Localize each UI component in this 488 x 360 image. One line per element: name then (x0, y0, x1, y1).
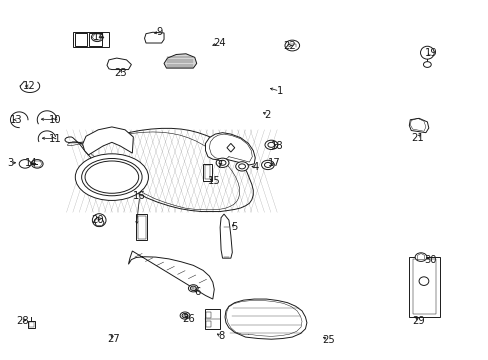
Text: 17: 17 (268, 158, 281, 168)
Text: 28: 28 (16, 316, 29, 325)
Polygon shape (82, 127, 133, 155)
Text: 19: 19 (424, 48, 436, 58)
Ellipse shape (19, 159, 31, 168)
Bar (203, 163, 211, 181)
Bar (136, 215, 147, 240)
Bar (73, 32, 109, 47)
Bar (206, 312, 211, 319)
Ellipse shape (180, 312, 189, 319)
Bar (408, 257, 439, 317)
Ellipse shape (414, 253, 426, 261)
Ellipse shape (264, 140, 277, 149)
Text: 11: 11 (49, 134, 61, 144)
Polygon shape (94, 217, 104, 226)
Bar (412, 259, 435, 315)
Ellipse shape (91, 33, 103, 41)
Text: 13: 13 (10, 115, 22, 125)
Text: 29: 29 (412, 316, 425, 325)
Ellipse shape (75, 154, 148, 201)
Text: 6: 6 (194, 287, 200, 297)
Text: 23: 23 (114, 68, 126, 78)
Text: 10: 10 (49, 115, 61, 125)
Bar (206, 320, 211, 327)
Text: 8: 8 (218, 331, 224, 341)
Ellipse shape (31, 159, 43, 168)
Text: 14: 14 (93, 32, 105, 42)
Polygon shape (408, 118, 428, 133)
Polygon shape (224, 299, 306, 339)
Ellipse shape (423, 62, 430, 67)
Polygon shape (128, 251, 214, 299)
Polygon shape (144, 32, 163, 43)
Text: 14: 14 (24, 158, 37, 168)
Text: 7: 7 (216, 159, 222, 170)
Text: 30: 30 (424, 255, 436, 265)
Text: 27: 27 (107, 333, 120, 343)
Text: 3: 3 (7, 158, 14, 168)
Ellipse shape (420, 46, 433, 59)
Bar (89, 33, 102, 46)
Polygon shape (107, 58, 131, 69)
Text: 25: 25 (321, 334, 334, 345)
Text: 15: 15 (207, 176, 220, 186)
Ellipse shape (261, 160, 274, 170)
Bar (138, 216, 145, 239)
Ellipse shape (92, 214, 106, 226)
Text: 26: 26 (182, 314, 194, 324)
Bar (29, 322, 34, 327)
Polygon shape (220, 214, 232, 258)
Text: 16: 16 (133, 191, 146, 201)
Text: 18: 18 (271, 141, 284, 151)
Text: 24: 24 (212, 38, 225, 48)
Bar (75, 33, 87, 46)
Ellipse shape (285, 40, 299, 51)
Ellipse shape (216, 158, 228, 167)
Ellipse shape (188, 285, 198, 292)
Bar (204, 165, 210, 179)
Text: 1: 1 (276, 86, 282, 96)
Text: 9: 9 (156, 27, 162, 37)
Text: 5: 5 (231, 222, 238, 232)
Text: 21: 21 (410, 133, 423, 143)
Text: 2: 2 (264, 110, 270, 120)
Polygon shape (205, 133, 255, 165)
Bar (204, 309, 220, 329)
Ellipse shape (235, 162, 248, 171)
Text: 22: 22 (283, 41, 295, 50)
Text: 20: 20 (91, 215, 103, 225)
Text: 4: 4 (252, 162, 258, 172)
Polygon shape (65, 129, 253, 212)
Text: 12: 12 (22, 81, 35, 91)
Polygon shape (163, 54, 196, 68)
Bar (27, 321, 35, 328)
